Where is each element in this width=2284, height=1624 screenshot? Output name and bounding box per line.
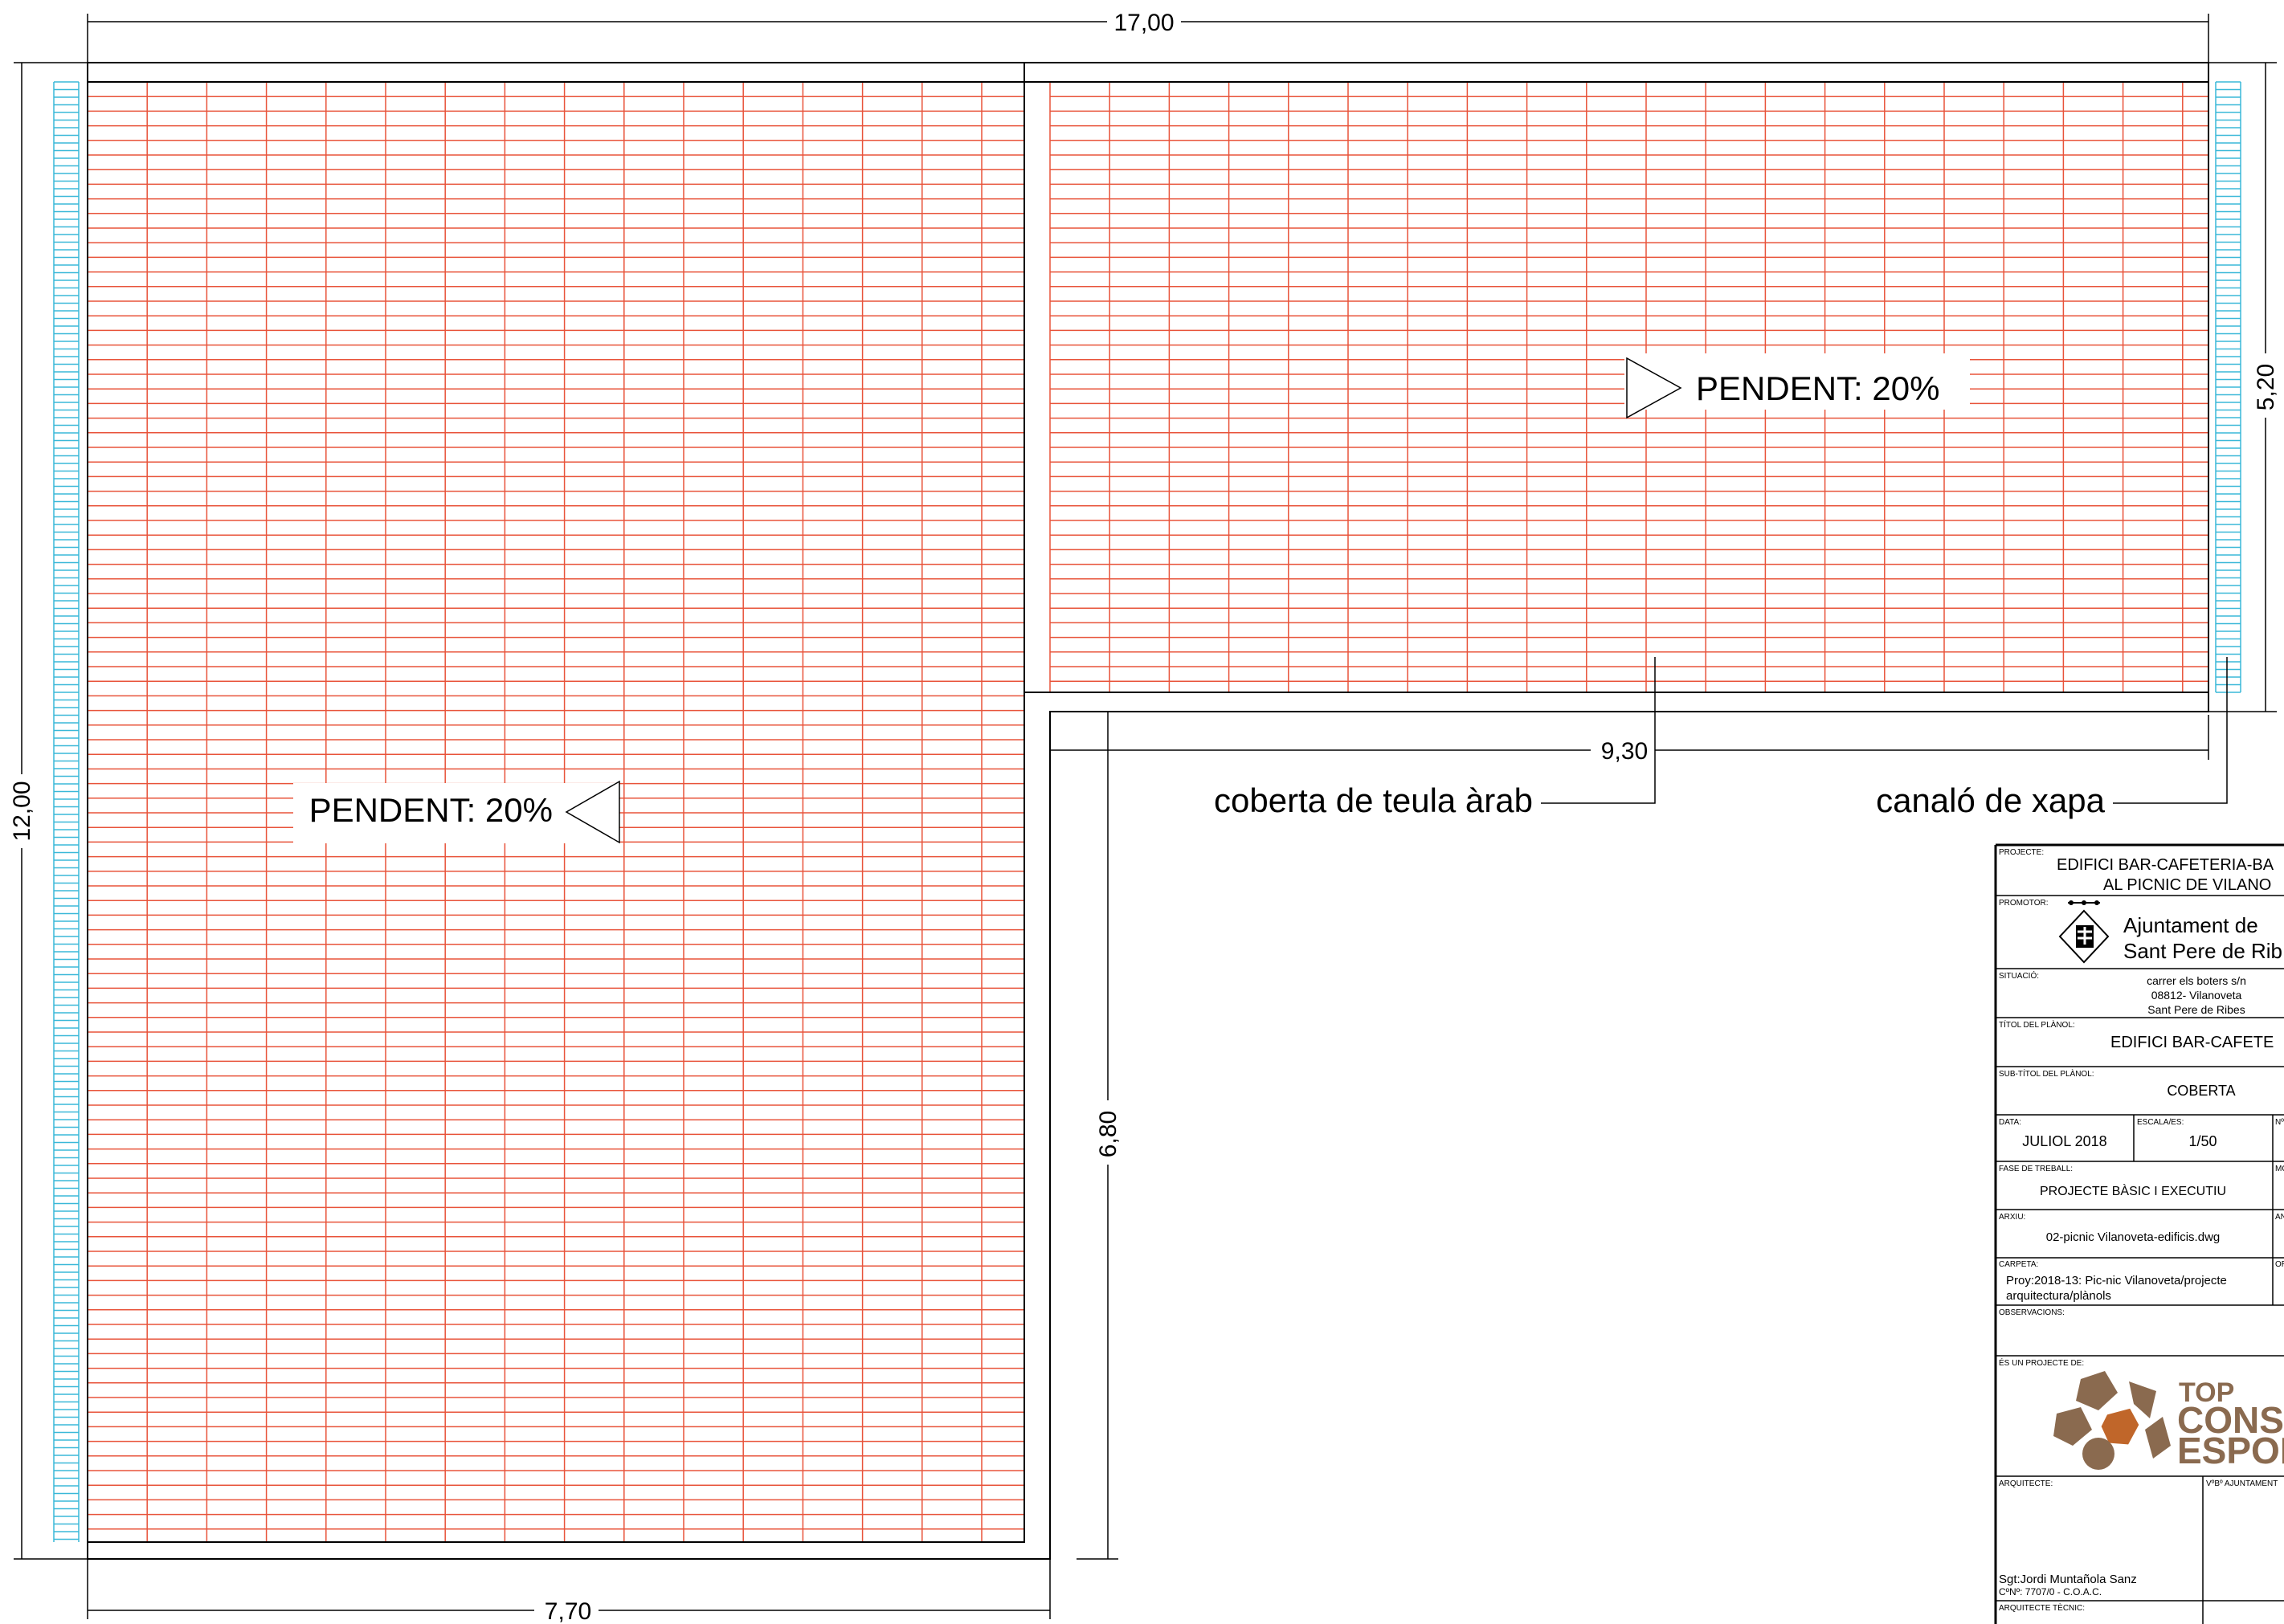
folder-line2: arquitectura/plànols xyxy=(2006,1289,2111,1303)
leader-gutter xyxy=(2113,657,2228,804)
title-block: PROJECTE: EDIFICI BAR-CAFETERIA-BA AL PI… xyxy=(1994,843,2284,1624)
drawing-title: EDIFICI BAR-CAFETE xyxy=(2110,1034,2274,1051)
title-caption: TÍTOL DEL PLÀNOL: xyxy=(1999,1019,2075,1030)
architect-signature: Sgt:Jordi Muntañola Sanz xyxy=(1999,1573,2137,1586)
phase-caption: FASE DE TREBALL: xyxy=(1999,1165,2073,1173)
number-caption: Nº xyxy=(2275,1118,2284,1127)
scale-caption: ESCALA/ES: xyxy=(2137,1118,2184,1127)
or-caption: OR xyxy=(2275,1260,2284,1269)
situation-line3: Sant Pere de Ribes xyxy=(2147,1003,2245,1016)
drawing-subtitle: COBERTA xyxy=(2167,1083,2235,1099)
leader-roof-tile xyxy=(1541,657,1656,804)
promoter-line1: Ajuntament de xyxy=(2123,913,2258,937)
tech-architect-caption: ARQUITECTE TÈCNIC: xyxy=(1999,1602,2085,1613)
slope-label-right: PENDENT: 20% xyxy=(1696,369,1939,407)
promoter-line2: Sant Pere de Rib xyxy=(2123,939,2282,963)
town-crest-icon xyxy=(2058,900,2110,964)
gutter-left xyxy=(53,81,80,1542)
roof-material-label: coberta de teula àrab xyxy=(1214,781,1533,819)
observations-caption: OBSERVACIONS: xyxy=(1999,1308,2065,1317)
architect-registration: CºNº: 7707/0 - C.O.A.C. xyxy=(1999,1586,2102,1597)
slope-label-left: PENDENT: 20% xyxy=(309,791,553,829)
gutter-right xyxy=(2215,81,2241,693)
left-roof-edge xyxy=(88,81,1025,1543)
an-caption: AN xyxy=(2275,1213,2284,1222)
top-consulting-logo xyxy=(2053,1371,2171,1470)
gutter-hatch-left xyxy=(53,81,80,1542)
date-caption: DATA: xyxy=(1999,1118,2021,1127)
dimension-total-height: 12,00 xyxy=(9,781,35,841)
folder-caption: CARPETA: xyxy=(1999,1260,2038,1269)
gutter-hatch-right xyxy=(2215,81,2241,693)
project-name-line2: AL PICNIC DE VILANO xyxy=(2103,876,2271,894)
dimension-left-width: 7,70 xyxy=(545,1598,591,1624)
situation-line1: carrer els boters s/n xyxy=(2147,974,2246,987)
promoter-caption: PROMOTOR: xyxy=(1999,899,2048,908)
date-value: JULIOL 2018 xyxy=(2022,1133,2106,1149)
folder-line1: Proy:2018-13: Pic-nic Vilanoveta/project… xyxy=(2006,1274,2227,1287)
dimension-right-block-width: 9,30 xyxy=(1601,738,1648,765)
architect-caption: ARQUITECTE: xyxy=(1999,1479,2053,1488)
logo-word-3: ESPORT xyxy=(2177,1430,2284,1471)
dimension-total-width: 17,00 xyxy=(1113,10,1174,36)
dimension-right-block-height: 5,20 xyxy=(2253,364,2279,410)
situation-line2: 08812- Vilanoveta xyxy=(2151,989,2242,1002)
slope-arrow-right-icon xyxy=(1626,357,1682,419)
file-value: 02-picnic Vilanoveta-edificis.dwg xyxy=(2046,1230,2221,1244)
gutter-label: canaló de xapa xyxy=(1876,781,2106,819)
logo-word-2: CONSUL xyxy=(2177,1399,2284,1441)
right-roof-edge xyxy=(1024,81,2208,693)
slope-arrow-left-icon xyxy=(565,780,620,844)
file-caption: ARXIU: xyxy=(1999,1213,2025,1222)
project-caption: PROJECTE: xyxy=(1999,848,2044,857)
phase-value: PROJECTE BÀSIC I EXECUTIU xyxy=(2040,1183,2226,1198)
mo-caption: MO xyxy=(2275,1165,2284,1173)
scale-value: 1/50 xyxy=(2188,1133,2217,1149)
author-caption: ÉS UN PROJECTE DE: xyxy=(1999,1357,2084,1368)
dimension-left-lower-height: 6,80 xyxy=(1095,1111,1122,1157)
situation-caption: SITUACIÓ: xyxy=(1999,970,2039,981)
approval-caption: VºBº AJUNTAMENT xyxy=(2206,1479,2278,1488)
project-name-line1: EDIFICI BAR-CAFETERIA-BA xyxy=(2057,856,2274,874)
subtitle-caption: SUB-TÍTOL DEL PLÀNOL: xyxy=(1999,1068,2094,1079)
logo-word-1: TOP xyxy=(2179,1377,2234,1408)
